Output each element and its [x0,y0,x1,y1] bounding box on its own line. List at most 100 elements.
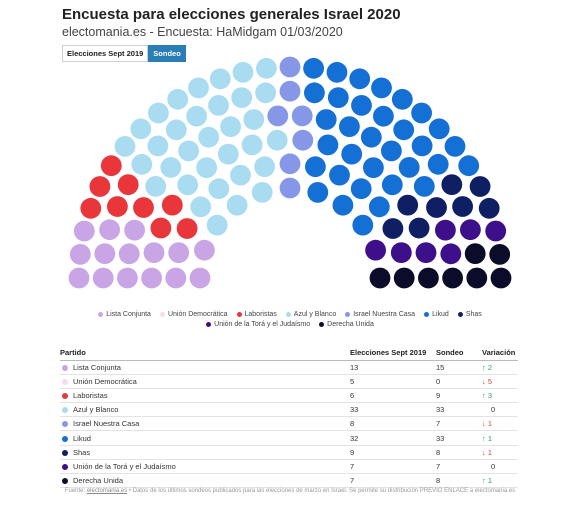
party-color-dot [62,393,68,400]
seat-azul-y-blanco [208,178,230,200]
variation-cell: ↑ 1 [482,473,518,488]
table-header-row: Partido Elecciones Sept 2019 Sondeo Vari… [60,346,518,361]
seat-azul-y-blanco [114,136,136,157]
seat-shas [452,196,473,217]
party-name: Likud [73,433,91,443]
seat-likud [381,140,402,162]
party-color-dot [62,463,68,470]
footer-prefix: Fuente: [64,488,87,494]
seat-union-de-la-tora-y-el-judaismo [435,219,456,241]
party-name: Laboristas [73,391,108,401]
seat-likud [315,109,337,130]
party-color-dot [62,379,68,386]
header-partido: Partido [60,346,350,361]
party-cell: Derecha Unida [60,473,350,488]
legend-label: Laboristas [244,311,277,318]
seat-azul-y-blanco [178,140,200,162]
variation-cell: ↑ 3 [482,388,518,404]
party-cell: Azul y Blanco [60,402,350,418]
toggle-sondeo-button[interactable]: Sondeo [148,45,186,62]
seat-shas [441,174,463,196]
table-row: Unión Democrática 5 0 ↓ 5 [60,374,518,390]
party-color-dot [62,449,68,456]
party-color-dot [62,365,68,372]
variation-cell: ↑ 2 [482,360,518,376]
seat-shas [426,197,447,218]
party-name: Derecha Unida [73,475,124,485]
seat-azul-y-blanco [190,196,212,218]
poll-seats: 15 [436,360,482,376]
table-row: Lista Conjunta 13 15 ↑ 2 [60,360,518,376]
seat-azul-y-blanco [165,119,187,141]
arrow-down-icon: ↓ [482,447,488,457]
poll-seats: 7 [436,459,482,474]
seat-laboristas [107,196,128,217]
legend-swatch [424,312,430,317]
party-cell: Unión Democrática [60,374,350,390]
seat-azul-y-blanco [186,105,208,127]
seat-israel-nuestra-casa [292,129,314,151]
prev-seats: 33 [350,402,436,418]
prev-seats: 32 [350,430,436,446]
seat-laboristas [176,218,198,239]
party-cell: Laboristas [60,388,350,404]
header-elecciones: Elecciones Sept 2019 [350,346,436,361]
seat-likud [305,156,326,178]
seat-azul-y-blanco [147,135,169,157]
toggle-elecciones-button[interactable]: Elecciones Sept 2019 [62,45,149,62]
variation-cell: ↓ 1 [482,416,518,432]
prev-seats: 7 [350,473,436,488]
parliament-hemicycle [68,56,512,289]
seat-azul-y-blanco [255,82,276,104]
seat-lista-conjunta [143,242,165,263]
seat-derecha-unida [464,243,486,264]
seat-likud [411,135,433,157]
seat-laboristas [89,176,111,197]
footer-link[interactable]: electomania.es [86,488,128,494]
legend-swatch [236,312,242,317]
legend-label: Likud [432,311,449,318]
legend-item-azul-y-blanco: Azul y Blanco [285,311,336,318]
variation-value: 1 [487,419,493,429]
seat-lista-conjunta [189,267,211,289]
seat-azul-y-blanco [148,102,169,124]
seat-azul-y-blanco [130,118,152,140]
seat-union-de-la-tora-y-el-judaismo [415,242,437,263]
seat-lista-conjunta [73,220,95,242]
party-name: Shas [73,447,91,457]
seat-derecha-unida [490,267,512,289]
seat-lista-conjunta [94,243,116,264]
legend-swatch [98,312,104,317]
seat-azul-y-blanco [254,156,275,178]
footer-text: • Datos de los últimos sondeos publicado… [127,488,516,494]
seat-likud [398,157,420,178]
seat-laboristas [150,217,172,239]
table-row: Israel Nuestra Casa 8 7 ↓ 1 [60,416,518,432]
seat-lista-conjunta [118,243,140,265]
seat-azul-y-blanco [206,214,228,236]
arrow-up-icon: ↑ [482,475,488,485]
legend-label: Israel Nuestra Casa [353,311,416,318]
seat-shas [397,194,419,216]
seat-likud [304,82,325,104]
seat-azul-y-blanco [226,194,248,216]
seat-likud [327,87,349,108]
prev-seats: 9 [350,445,436,460]
poll-seats: 8 [436,445,482,460]
seat-derecha-unida [418,267,439,289]
seat-azul-y-blanco [231,87,253,108]
seat-likud [381,174,403,196]
legend-item-union-de-la-tora-y-el-judaismo: Unión de la Torá y el Judaísmo [206,321,310,328]
seat-azul-y-blanco [145,176,167,197]
seat-likud [391,88,413,110]
poll-seats: 33 [436,430,482,446]
seat-azul-y-blanco [251,182,273,203]
seat-lista-conjunta [141,267,163,289]
seat-azul-y-blanco [232,61,254,83]
party-name: Azul y Blanco [73,405,119,415]
legend-item-israel-nuestra-casa: Israel Nuestra Casa [345,311,415,318]
seat-azul-y-blanco [266,129,288,151]
legend-label: Unión Democrática [167,311,228,318]
legend-item-laboristas: Laboristas [236,311,277,318]
party-name: Lista Conjunta [73,363,121,373]
